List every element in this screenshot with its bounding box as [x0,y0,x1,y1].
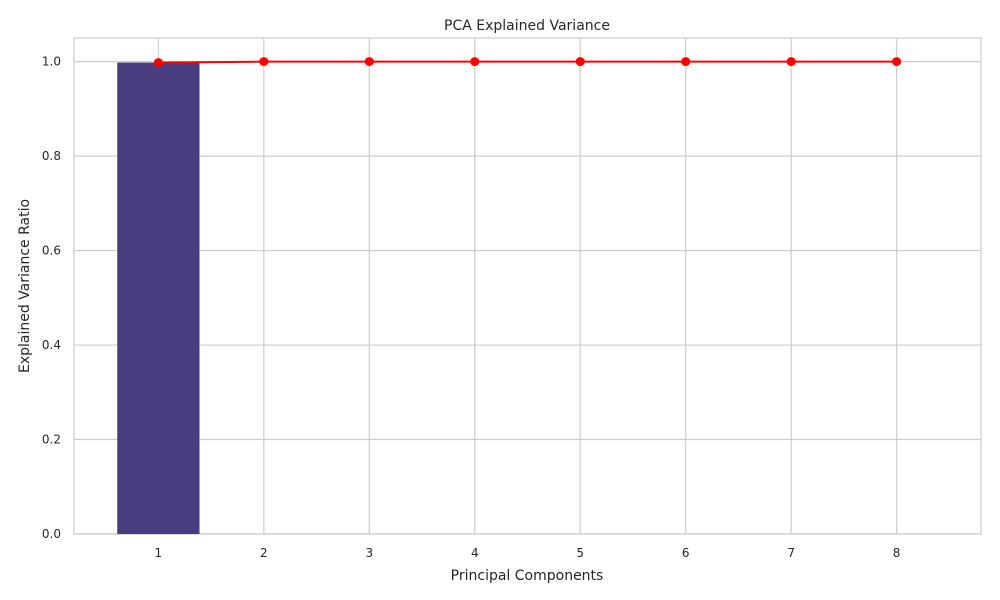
x-tick-label: 8 [893,546,901,560]
cumulative-point-pc8 [892,57,902,67]
variance-bars [117,62,200,534]
y-tick-label: 0.8 [42,149,61,163]
axis-ticks: 1 2 3 4 5 6 7 8 0.0 0.2 0.4 0.6 0.8 1.0 [42,55,901,560]
y-tick-label: 0.2 [42,433,61,447]
y-axis-label: Explained Variance Ratio [17,199,33,373]
y-tick-label: 0.0 [42,527,61,541]
cumulative-point-pc4 [470,57,480,67]
bar-pc1 [117,62,200,534]
x-tick-label: 3 [365,546,373,560]
x-tick-label: 2 [260,546,268,560]
x-tick-label: 5 [576,546,584,560]
cumulative-point-pc7 [786,57,796,67]
chart-title: PCA Explained Variance [444,18,610,34]
cumulative-point-pc3 [364,57,374,67]
x-tick-label: 1 [155,546,163,560]
cumulative-point-pc2 [259,57,269,67]
x-axis-label: Principal Components [451,568,604,584]
cumulative-point-pc1 [153,58,163,68]
cumulative-line [153,57,902,68]
y-tick-label: 0.4 [42,338,61,352]
y-tick-label: 0.6 [42,244,61,258]
x-tick-label: 4 [471,546,479,560]
cumulative-point-pc6 [681,57,691,67]
cumulative-variance-line [158,60,897,64]
cumulative-point-pc5 [575,57,585,67]
y-tick-label: 1.0 [42,55,61,69]
x-tick-label: 6 [682,546,690,560]
x-tick-label: 7 [787,546,795,560]
plot-area [73,37,982,535]
